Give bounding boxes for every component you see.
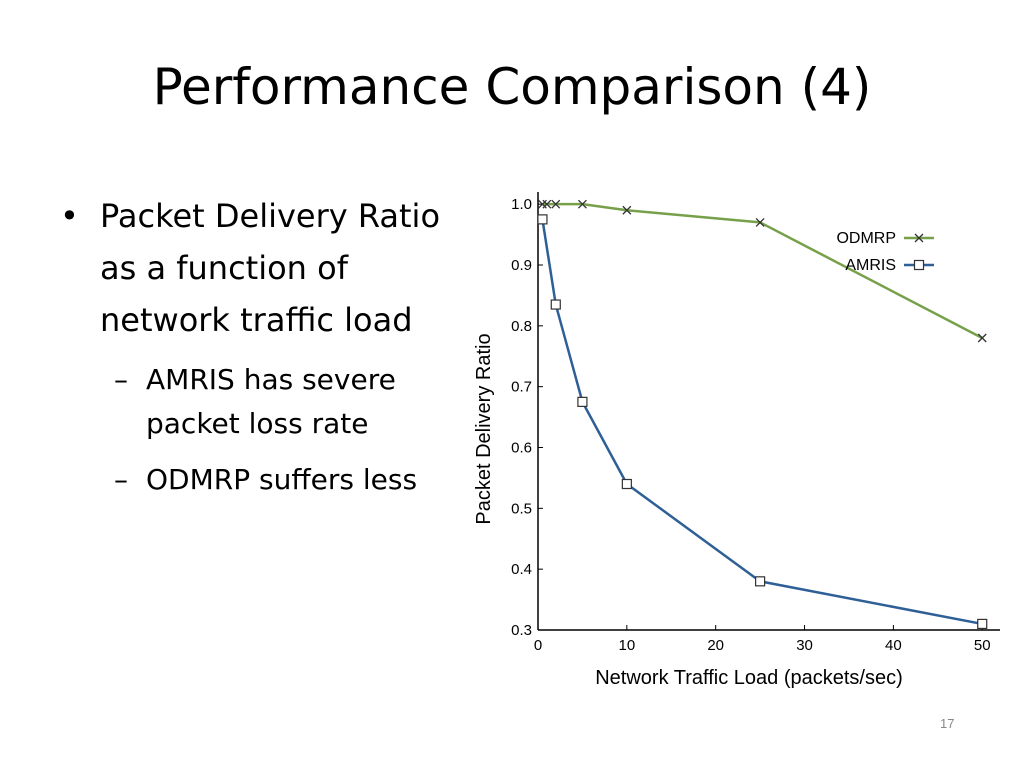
data-point-odmrp (755, 217, 765, 227)
bullet-item-packet-delivery-ratio: • Packet Delivery Ratio as a function of… (58, 190, 478, 346)
y-tick-label: 0.6 (511, 440, 532, 457)
legend-marker-odmrp (914, 233, 924, 243)
series-line-amris (541, 219, 983, 626)
data-point-amris (977, 618, 988, 630)
y-tick-label: 0.3 (511, 622, 532, 639)
y-tick-label: 1.0 (511, 196, 532, 213)
legend-label-odmrp: ODMRP (836, 230, 896, 247)
x-tick-label: 20 (707, 637, 724, 654)
bullet-line: Packet Delivery Ratio (100, 197, 441, 235)
x-tick-label: 50 (974, 637, 991, 654)
bullet-line: as a function of (100, 249, 348, 287)
sub-bullet-marker: – (114, 463, 128, 496)
bullet-line: network traffic load (100, 301, 413, 339)
bullet-marker: • (60, 197, 79, 235)
x-tick-label: 10 (619, 637, 636, 654)
sub-bullet-item-odmrp: – ODMRP suffers less (58, 458, 478, 502)
sub-bullet-item-amris: – AMRIS has severe packet loss rate (58, 358, 478, 446)
data-point-amris (537, 214, 548, 225)
y-tick-label: 0.9 (511, 257, 532, 274)
y-axis-title: Packet Delivery Ratio (473, 333, 495, 524)
data-point-odmrp (551, 199, 561, 209)
data-point-amris (755, 576, 766, 587)
x-tick-label: 0 (534, 637, 542, 654)
y-tick-label: 0.5 (511, 500, 532, 517)
x-tick-label: 30 (796, 637, 813, 654)
data-point-odmrp (622, 205, 632, 215)
bullet-line: packet loss rate (146, 407, 369, 440)
y-tick-label: 0.8 (511, 318, 532, 335)
x-tick-label: 40 (885, 637, 902, 654)
bullet-list: • Packet Delivery Ratio as a function of… (58, 190, 478, 502)
data-point-amris (550, 299, 561, 310)
slide-title: Performance Comparison (4) (152, 58, 872, 116)
page-number: 17 (940, 716, 955, 731)
y-tick-label: 0.4 (511, 561, 532, 578)
bullet-line: ODMRP suffers less (146, 463, 418, 496)
data-point-amris (621, 478, 632, 490)
data-point-odmrp (542, 199, 552, 209)
packet-delivery-ratio-chart: 0 10 20 30 40 50 0.3 0.4 0.5 0.6 0.7 0.8 0.9 1.0 Netwo… (473, 192, 1000, 689)
legend-label-amris: AMRIS (845, 257, 896, 274)
data-point-odmrp (977, 333, 987, 343)
x-axis-title: Network Traffic Load (packets/sec) (595, 667, 903, 689)
bullet-line: AMRIS has severe (146, 363, 396, 396)
data-point-amris (577, 396, 588, 407)
data-point-odmrp (577, 199, 587, 209)
y-tick-label: 0.7 (511, 379, 532, 396)
sub-bullet-marker: – (114, 363, 128, 396)
legend-marker-amris (913, 259, 925, 271)
